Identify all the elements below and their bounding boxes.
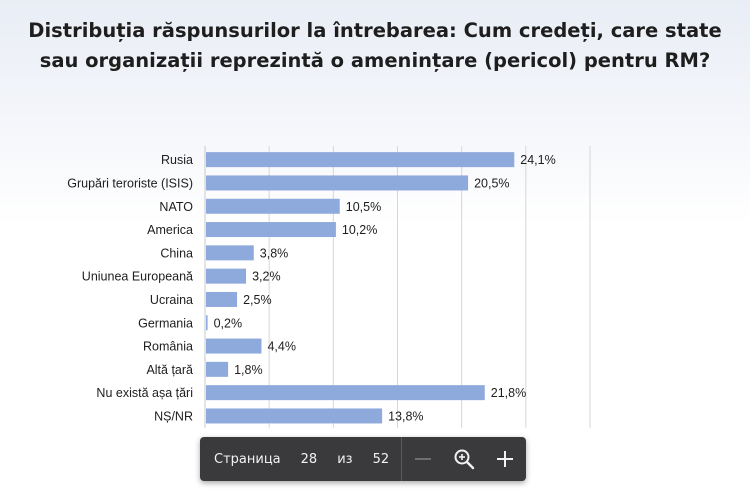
- zoom-in-button[interactable]: [485, 437, 526, 481]
- label-layer: Rusia 24,1% Grupări teroriste (ISIS) 20,5% N…: [67, 153, 555, 423]
- category-label: China: [160, 246, 193, 260]
- data-label: 10,5%: [346, 200, 381, 214]
- page-label: Страница: [214, 451, 281, 467]
- category-label: Grupări teroriste (ISIS): [67, 176, 193, 190]
- bar-layer: [206, 152, 515, 424]
- data-label: 20,5%: [474, 176, 509, 190]
- data-label: 24,1%: [520, 153, 555, 167]
- data-label: 2,5%: [243, 293, 271, 307]
- page-toolbar: Страница 28 из 52: [200, 437, 526, 481]
- data-label: 3,2%: [252, 270, 280, 284]
- toolbar-divider: [401, 437, 403, 481]
- magnifier-icon: [454, 449, 475, 470]
- bar: [206, 291, 238, 307]
- chart-title-line-1: Distribuția răspunsurilor la întrebarea:…: [28, 19, 722, 42]
- category-label: America: [147, 223, 193, 237]
- category-label: Germania: [138, 316, 193, 330]
- category-label: România: [143, 340, 193, 354]
- minus-icon: [414, 458, 431, 460]
- data-label: 10,2%: [342, 223, 377, 237]
- category-label: NȘ/NR: [154, 409, 193, 423]
- category-label: Ucraina: [150, 293, 193, 307]
- chart-title: Distribuția răspunsurilor la întrebarea:…: [12, 16, 738, 76]
- bar: [206, 338, 262, 354]
- data-label: 13,8%: [388, 409, 423, 423]
- data-label: 0,2%: [214, 316, 243, 330]
- data-label: 3,8%: [260, 246, 289, 260]
- current-page[interactable]: 28: [300, 451, 318, 467]
- data-label: 21,8%: [491, 386, 526, 400]
- page-indicator: Страница 28 из 52: [200, 437, 389, 481]
- of-label: из: [337, 451, 353, 467]
- category-label: NATO: [159, 200, 193, 214]
- category-label: Uniunea Europeană: [82, 270, 193, 284]
- zoom-button[interactable]: [443, 437, 484, 481]
- category-label: Altă țară: [146, 363, 193, 377]
- bar: [206, 268, 247, 284]
- bar: [206, 152, 515, 168]
- data-label: 4,4%: [267, 340, 296, 354]
- bar: [206, 408, 383, 424]
- plus-icon: [497, 451, 514, 467]
- bar-chart: Rusia 24,1% Grupări teroriste (ISIS) 20,5% N…: [67, 146, 591, 428]
- bar: [206, 198, 340, 214]
- category-label: Rusia: [161, 153, 193, 167]
- bar: [206, 245, 254, 261]
- bar: [206, 175, 469, 191]
- bar: [206, 361, 229, 377]
- data-label: 1,8%: [234, 363, 263, 377]
- grid-layer: [204, 146, 591, 428]
- bar: [206, 315, 208, 331]
- category-label: Nu există așa țări: [96, 386, 193, 400]
- zoom-out-button[interactable]: [402, 437, 443, 481]
- total-pages: 52: [372, 451, 390, 467]
- chart-title-line-2: sau organizații reprezintă o amenințare …: [39, 49, 711, 72]
- bar: [206, 385, 485, 401]
- bar: [206, 222, 336, 238]
